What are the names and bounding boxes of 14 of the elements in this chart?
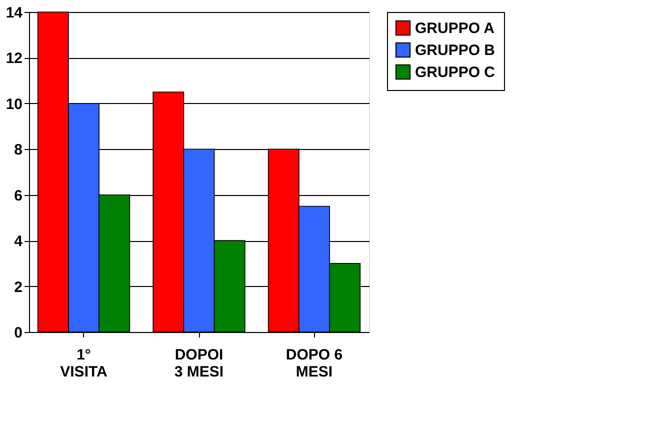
x-tick-label: 1° VISITA bbox=[60, 346, 108, 380]
legend-label: GRUPPO C bbox=[415, 64, 496, 81]
legend-label: GRUPPO B bbox=[415, 42, 496, 59]
x-tick-label: DOPO 6 MESI bbox=[286, 346, 343, 380]
y-tick-label: 2 bbox=[14, 278, 22, 296]
legend-label: GRUPPO A bbox=[415, 20, 495, 37]
y-tick-label: 12 bbox=[6, 50, 22, 68]
y-tick-label: 6 bbox=[14, 187, 22, 204]
y-tick-label: 10 bbox=[6, 96, 22, 113]
y-tick-label: 14 bbox=[6, 4, 24, 22]
y-tick-label: 8 bbox=[14, 142, 22, 159]
x-tick-label: DOPOI 3 MESI bbox=[174, 346, 224, 380]
y-tick-label: 4 bbox=[14, 233, 24, 250]
y-tick-label: 0 bbox=[14, 324, 22, 342]
